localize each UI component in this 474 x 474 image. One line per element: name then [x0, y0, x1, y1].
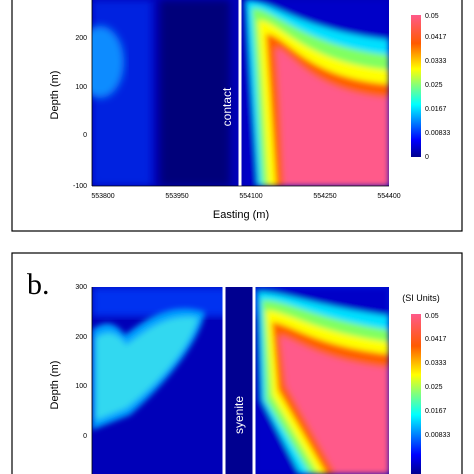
- panel-b-cb-tick: 0.0417: [425, 336, 447, 343]
- panel-b-cb-tick: 0.05: [425, 313, 439, 320]
- panel-b-ytick: 100: [75, 383, 87, 390]
- panel-a-y-axis-label: Depth (m): [49, 71, 61, 120]
- panel-a-ytick: -100: [73, 183, 87, 190]
- panel-a-cb-tick: 0.05: [425, 13, 439, 20]
- panel-a-ytick: 100: [75, 84, 87, 91]
- panel-b-y-axis-label: Depth (m): [49, 361, 61, 410]
- panel-a-xtick: 554400: [377, 193, 400, 200]
- panel-a-xtick: 554250: [313, 193, 336, 200]
- panel-b-ytick: 0: [83, 433, 87, 440]
- panel-a-cb-tick: 0.025: [425, 82, 443, 89]
- panel-a-cb-tick: 0.0333: [425, 58, 447, 65]
- panel-a-xtick: 554100: [239, 193, 262, 200]
- panel-a-ytick: 200: [75, 35, 87, 42]
- panel-b-ytick: 300: [75, 284, 87, 291]
- panel-a-cb-tick: 0.0167: [425, 106, 447, 113]
- panel-b-label: b.: [27, 268, 50, 301]
- panel-a-frame: [11, 0, 463, 232]
- panel-b-cb-tick: 0.0167: [425, 408, 447, 415]
- panel-a-ytick: 0: [83, 132, 87, 139]
- panel-b-ytick: 200: [75, 334, 87, 341]
- panel-b-frame: [11, 252, 463, 474]
- panel-b-colorbar-title: (SI Units): [402, 293, 440, 303]
- panel-a-contact-label: contact: [220, 87, 234, 126]
- panel-b-cb-tick: 0.025: [425, 384, 443, 391]
- panel-a-xtick: 553950: [165, 193, 188, 200]
- panel-a-xtick: 553800: [91, 193, 114, 200]
- panel-a-x-axis-label: Easting (m): [213, 209, 269, 221]
- panel-b-syenite-dyke: [225, 287, 253, 474]
- panel-a-cb-tick: 0.0417: [425, 34, 447, 41]
- panel-b-colorbar: [411, 314, 421, 474]
- panel-b-syenite-label: syenite: [232, 396, 246, 434]
- panel-b-cb-tick: 0.00833: [425, 432, 450, 439]
- panel-a-cb-tick: 0: [425, 154, 429, 161]
- panel-a-colorbar: [411, 15, 421, 157]
- panel-a-cb-tick: 0.00833: [425, 130, 450, 137]
- panel-b-cb-tick: 0.0333: [425, 360, 447, 367]
